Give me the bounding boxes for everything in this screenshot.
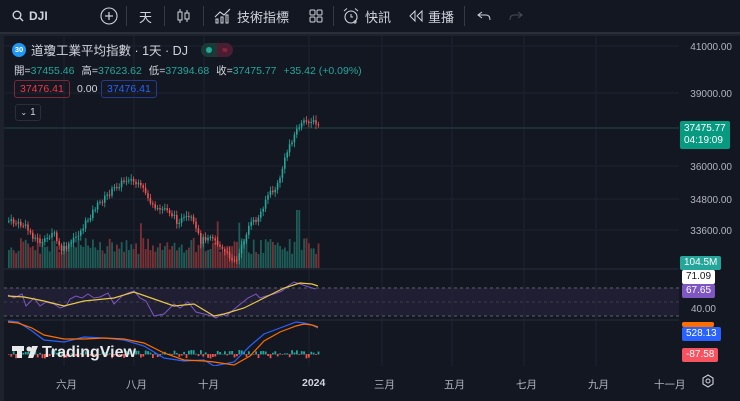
open-value: 37455.46 <box>30 65 75 77</box>
price-label: 39000.00 <box>690 89 732 100</box>
indicators-icon <box>214 8 231 24</box>
symbol-title: 道瓊工業平均指數 · 1天 · DJ <box>31 44 188 58</box>
top-toolbar: DJI 天 技術指標 快訊 重播 <box>0 0 740 34</box>
search-icon <box>12 10 24 22</box>
time-label: 六月 <box>56 379 77 391</box>
time-axis[interactable]: 六月 八月 十月 2024 三月 五月 七月 九月 十一月 <box>4 370 740 401</box>
toolbar-divider <box>164 6 166 26</box>
rewind-icon <box>409 10 423 22</box>
undo-button[interactable] <box>465 0 503 33</box>
bar-countdown: 04:19:09 <box>684 135 723 146</box>
delayed-data-icon: ≈ <box>216 42 233 57</box>
chart-type-button[interactable] <box>165 0 203 33</box>
volume-tag: 104.5M <box>680 256 722 270</box>
undo-icon <box>477 11 491 21</box>
toolbar-divider <box>203 6 205 26</box>
time-label: 九月 <box>588 379 609 391</box>
compare-symbol-button[interactable] <box>92 0 126 33</box>
spread-value: 0.00 <box>77 83 98 95</box>
chart-container: TradingView 30 道瓊工業平均指數 · 1天 · DJ ≈ 開=37… <box>4 36 740 401</box>
symbol-search-button[interactable]: DJI <box>12 0 92 33</box>
macd-value-tag: 528.13 <box>682 327 721 341</box>
signal-line <box>7 321 319 366</box>
buy-button[interactable]: 37476.41 <box>101 80 157 98</box>
rsi-value-tag: 71.09 <box>682 270 716 284</box>
alarm-clock-icon <box>343 8 359 24</box>
svg-text:TradingView: TradingView <box>42 344 137 361</box>
price-label: 34800.00 <box>690 195 732 206</box>
interval-label: 天 <box>139 9 153 25</box>
indicators-label: 技術指標 <box>237 9 290 25</box>
toolbar-divider <box>126 6 127 26</box>
ohlc-values: 開=37455.46 高=37623.62 低=37394.68 收=37475… <box>14 63 362 78</box>
indicator-count: 1 <box>30 107 36 118</box>
redo-icon <box>509 11 523 21</box>
macd-histogram <box>8 350 320 359</box>
toolbar-divider <box>464 6 466 26</box>
redo-button[interactable] <box>503 0 529 33</box>
layouts-button[interactable] <box>299 0 333 33</box>
volume-bars <box>8 210 320 268</box>
time-label: 五月 <box>444 379 465 391</box>
indicators-collapse-button[interactable]: ⌄ 1 <box>15 104 41 121</box>
tradingview-logo: TradingView <box>12 344 137 361</box>
time-label: 七月 <box>516 379 537 391</box>
rsi-ma-value-tag: 67.65 <box>682 284 716 298</box>
replay-label: 重播 <box>428 9 455 25</box>
high-label: 高= <box>81 65 98 77</box>
chevron-down-icon: ⌄ <box>20 108 28 117</box>
chart-legend: 30 道瓊工業平均指數 · 1天 · DJ ≈ <box>12 40 233 59</box>
time-label: 三月 <box>374 379 395 391</box>
chart-settings-button[interactable] <box>701 374 715 388</box>
toolbar-divider <box>333 6 335 26</box>
candles-icon <box>177 9 190 23</box>
last-price: 37475.77 <box>684 123 726 134</box>
time-label: 八月 <box>126 379 147 391</box>
time-label: 十一月 <box>654 379 686 391</box>
chart-canvas[interactable]: TradingView <box>4 36 679 366</box>
price-label: 36000.00 <box>690 162 732 173</box>
price-label: 33600.00 <box>690 226 732 237</box>
close-label: 收= <box>216 65 233 77</box>
low-label: 低= <box>148 65 166 77</box>
alert-label: 快訊 <box>365 9 392 25</box>
price-label: 41000.00 <box>690 42 732 53</box>
time-label: 十月 <box>198 379 219 391</box>
price-scale[interactable]: 41000.00 39000.00 36000.00 34800.00 33600.00 <box>679 36 740 366</box>
sell-button[interactable]: 37476.41 <box>14 80 70 98</box>
close-value: 37475.77 <box>232 65 277 77</box>
high-value: 37623.62 <box>98 65 142 77</box>
gear-icon <box>702 374 714 388</box>
exchange-badge: 30 <box>12 42 26 57</box>
grid-icon <box>309 9 323 23</box>
interval-button[interactable]: 天 <box>127 0 164 33</box>
change-value: +35.42 (+0.09%) <box>283 65 362 77</box>
candles <box>8 115 320 265</box>
macd-line <box>7 320 319 366</box>
low-value: 37394.68 <box>165 65 210 77</box>
open-label: 開= <box>14 65 31 77</box>
market-open-dot-icon <box>200 42 217 57</box>
symbol-name: DJI <box>29 9 48 23</box>
signal-value-tag <box>682 322 714 327</box>
replay-button[interactable]: 重播 <box>399 0 464 33</box>
rsi-ma-line <box>7 282 319 317</box>
market-status-toggle[interactable]: ≈ <box>200 42 233 57</box>
macd-histogram-tag: -87.58 <box>682 348 719 362</box>
alert-button[interactable]: 快訊 <box>334 0 399 33</box>
indicators-button[interactable]: 技術指標 <box>204 0 299 33</box>
rsi-level-label: 40.00 <box>690 304 716 315</box>
plus-circle-icon <box>100 7 118 25</box>
last-price-tag: 37475.77 04:19:09 <box>680 121 730 149</box>
time-label: 2024 <box>302 377 326 389</box>
